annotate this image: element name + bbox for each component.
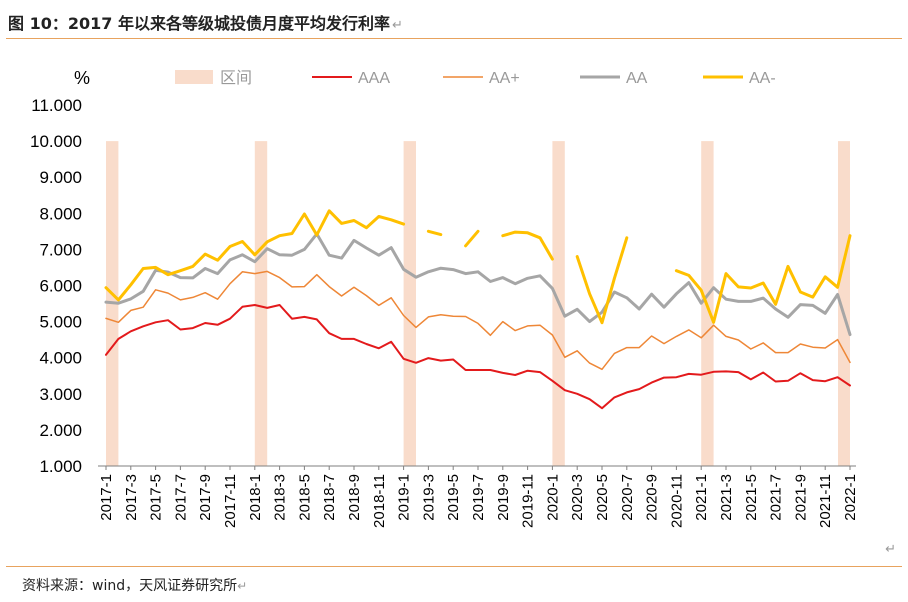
x-tick-label: 2020-3 — [569, 474, 586, 521]
y-tick-label: 9.000 — [39, 168, 82, 187]
x-tick-label: 2018-5 — [296, 474, 313, 521]
x-tick-label: 2021-11 — [817, 474, 834, 528]
x-tick-label: 2020-11 — [668, 474, 685, 528]
x-tick-label: 2020-5 — [594, 474, 611, 521]
y-tick-label: 8.000 — [39, 204, 82, 223]
x-tick-label: 2019-1 — [396, 474, 413, 521]
y-tick-label: 11.000 — [31, 96, 82, 115]
source-note: 资料来源：wind，天风证券研究所↵ — [22, 578, 248, 594]
x-tick-label: 2019-5 — [445, 474, 462, 521]
title-divider — [6, 38, 902, 39]
series-line-aa — [104, 232, 852, 337]
x-tick-label: 2022-1 — [842, 474, 859, 521]
y-tick-label: 10.000 — [30, 132, 82, 151]
source-divider — [6, 566, 902, 567]
x-tick-label: 2021-1 — [693, 474, 710, 521]
interval-band-5 — [838, 141, 850, 466]
figure-title: 图 10：2017 年以来各等级城投债月度平均发行利率 ↵ — [8, 14, 403, 33]
x-tick-label: 2018-1 — [247, 474, 264, 521]
legend-label-3: AA- — [749, 70, 776, 87]
x-tick-label: 2018-9 — [346, 474, 363, 521]
x-tick-label: 2020-1 — [544, 474, 561, 521]
x-tick-label: 2019-3 — [420, 474, 437, 521]
y-tick-label: 2.000 — [39, 421, 82, 440]
x-tick-label: 2019-7 — [470, 474, 487, 521]
return-mark-icon: ↵ — [391, 18, 403, 33]
legend-swatch-interval — [175, 70, 213, 84]
rate-line-chart: 11.000 10.000 9.000 8.000 7.000 6.000 5.000 4.0… — [30, 68, 859, 528]
x-tick-label: 2017-11 — [222, 474, 239, 528]
y-tick-label: 1.000 — [39, 457, 82, 476]
series-lines — [104, 209, 852, 410]
x-tick-label: 2018-7 — [321, 474, 338, 521]
x-tick-label: 2017-3 — [123, 474, 140, 521]
x-tick-label: 2018-3 — [272, 474, 289, 521]
y-axis-unit-label: % — [74, 68, 90, 88]
x-tick-label: 2019-11 — [520, 474, 537, 528]
legend-label-1: AA+ — [489, 70, 520, 87]
x-tick-label: 2017-1 — [98, 474, 115, 521]
y-tick-label: 3.000 — [39, 385, 82, 404]
x-tick-label: 2021-7 — [768, 474, 785, 521]
y-tick-label: 7.000 — [39, 240, 82, 259]
legend-label-interval: 区间 — [220, 69, 252, 87]
x-tick-label: 2021-3 — [718, 474, 735, 521]
interval-band-2 — [403, 141, 416, 466]
x-tick-label: 2017-7 — [172, 474, 189, 521]
x-tick-label: 2021-9 — [792, 474, 809, 521]
return-mark-icon: ↵ — [237, 579, 248, 593]
legend-label-2: AA — [626, 70, 648, 87]
x-tick-label: 2017-5 — [148, 474, 165, 521]
interval-band-1 — [254, 141, 268, 466]
series-line-aaa — [105, 304, 851, 410]
x-tick-label: 2021-5 — [743, 474, 760, 521]
x-tick-label: 2019-9 — [495, 474, 512, 521]
x-tick-label: 2020-7 — [619, 474, 636, 521]
chart-legend: 区间 AAA AA+ AA AA- — [175, 69, 776, 87]
x-tick-label: 2018-11 — [371, 474, 388, 528]
series-line-aa-minus — [104, 209, 852, 325]
corner-return-mark-icon: ↵ — [885, 542, 896, 557]
y-tick-label: 6.000 — [39, 277, 82, 296]
chart-axes: 11.000 10.000 9.000 8.000 7.000 6.000 5.000 4.0… — [30, 96, 859, 528]
interval-bands — [106, 141, 850, 466]
legend-label-0: AAA — [358, 70, 390, 87]
x-tick-label: 2017-9 — [197, 474, 214, 521]
x-tick-label: 2020-9 — [644, 474, 661, 521]
series-line-aa-plus — [105, 270, 851, 371]
y-tick-label: 4.000 — [39, 349, 82, 368]
y-tick-label: 5.000 — [39, 313, 82, 332]
